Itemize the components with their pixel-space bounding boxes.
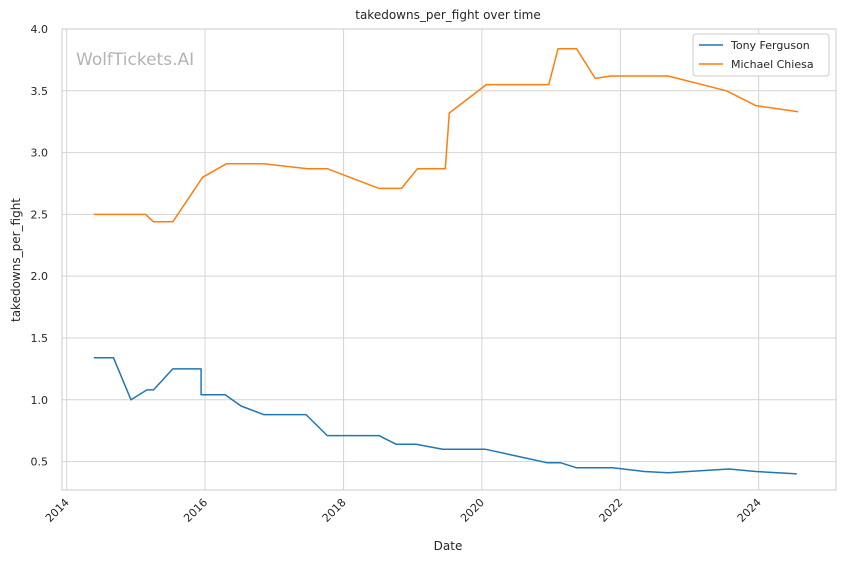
series-lines [93, 48, 799, 475]
series-line-tony-ferguson [93, 357, 797, 475]
y-tick-label: 4.0 [31, 23, 49, 36]
y-axis-label: takedowns_per_fight [9, 198, 23, 322]
watermark: WolfTickets.AI [76, 50, 194, 70]
plot-area: WolfTickets.AI [61, 28, 837, 491]
y-tick-label: 1.5 [31, 332, 49, 345]
x-axis-label: Date [434, 539, 463, 553]
legend-label-tony-ferguson: Tony Ferguson [730, 39, 810, 52]
legend-box [692, 33, 830, 77]
y-tick-label: 2.0 [31, 270, 49, 283]
legend: Tony Ferguson Michael Chiesa [692, 33, 830, 77]
y-tick-label: 1.0 [31, 394, 49, 407]
chart-title: takedowns_per_fight over time [355, 8, 541, 22]
y-tick-label: 3.0 [31, 147, 49, 160]
legend-label-michael-chiesa: Michael Chiesa [731, 58, 814, 71]
y-axis-ticks: 0.5 1.0 1.5 2.0 2.5 3.0 3.5 4.0 [31, 23, 49, 469]
plot-background [62, 29, 836, 490]
y-tick-label: 2.5 [31, 208, 49, 221]
series-line-michael-chiesa [93, 48, 799, 223]
y-tick-label: 0.5 [31, 456, 49, 469]
plot-frame [61, 28, 837, 491]
y-tick-label: 3.5 [31, 85, 49, 98]
